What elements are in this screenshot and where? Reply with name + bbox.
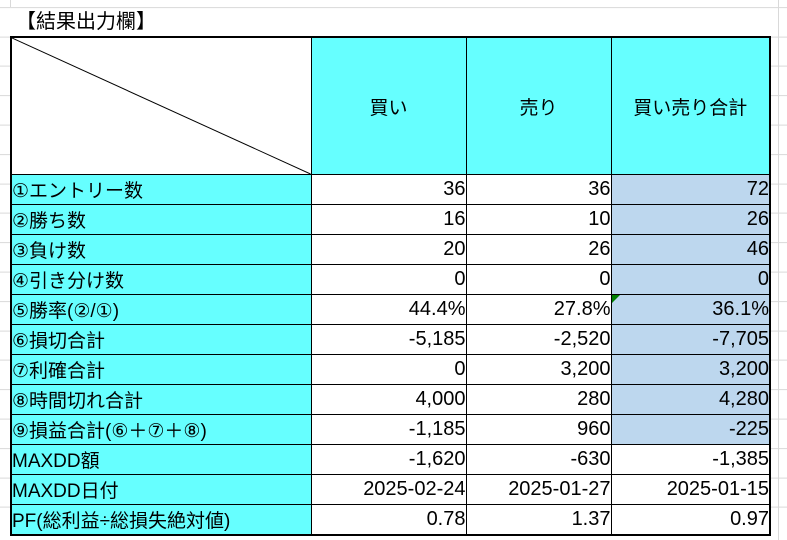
sell-value[interactable]: 960 <box>465 414 612 445</box>
row-maxdd-amount: MAXDD額 -1,620 -630 -1,385 <box>10 444 771 475</box>
diagonal-line <box>12 38 311 174</box>
buy-value[interactable]: 4,000 <box>310 384 467 415</box>
row-entry-count: ①エントリー数 36 36 72 <box>10 174 771 205</box>
buy-value[interactable]: -5,185 <box>310 324 467 355</box>
column-header-total[interactable]: 買い売り合計 <box>610 36 771 175</box>
corner-cell[interactable] <box>10 36 312 175</box>
buy-value[interactable]: 0.78 <box>310 504 467 536</box>
buy-value[interactable]: -1,185 <box>310 414 467 445</box>
row-label[interactable]: ⑤勝率(②/①) <box>10 294 312 325</box>
column-header-buy[interactable]: 買い <box>310 36 467 175</box>
sell-value[interactable]: -2,520 <box>465 324 612 355</box>
total-value[interactable]: 2025-01-15 <box>610 474 771 505</box>
row-profit-factor: PF(総利益÷総損失絶対値) 0.78 1.37 0.97 <box>10 504 771 536</box>
total-value[interactable]: 0.97 <box>610 504 771 536</box>
buy-value[interactable]: 16 <box>310 204 467 235</box>
sell-value[interactable]: 26 <box>465 234 612 265</box>
row-maxdd-date: MAXDD日付 2025-02-24 2025-01-27 2025-01-15 <box>10 474 771 505</box>
gridline-vertical-left <box>10 0 11 7</box>
row-label[interactable]: MAXDD日付 <box>10 474 312 505</box>
buy-value[interactable]: 44.4% <box>310 294 467 325</box>
sell-value[interactable]: 280 <box>465 384 612 415</box>
row-label[interactable]: ①エントリー数 <box>10 174 312 205</box>
buy-value[interactable]: 0 <box>310 264 467 295</box>
row-label[interactable]: MAXDD額 <box>10 444 312 475</box>
sell-value[interactable]: -630 <box>465 444 612 475</box>
buy-value[interactable]: -1,620 <box>310 444 467 475</box>
total-value[interactable]: 26 <box>610 204 771 235</box>
total-value[interactable]: 72 <box>610 174 771 205</box>
row-win-count: ②勝ち数 16 10 26 <box>10 204 771 235</box>
total-value-text: 36.1% <box>712 298 769 320</box>
header-row: 買い 売り 買い売り合計 <box>10 36 771 175</box>
row-label[interactable]: ⑦利確合計 <box>10 354 312 385</box>
sell-value[interactable]: 3,200 <box>465 354 612 385</box>
gridline-vertical-right <box>778 0 779 540</box>
sell-value[interactable]: 2025-01-27 <box>465 474 612 505</box>
row-stoploss-total: ⑥損切合計 -5,185 -2,520 -7,705 <box>10 324 771 355</box>
total-value[interactable]: 0 <box>610 264 771 295</box>
row-label[interactable]: ⑥損切合計 <box>10 324 312 355</box>
sell-value[interactable]: 10 <box>465 204 612 235</box>
total-value[interactable]: 3,200 <box>610 354 771 385</box>
sell-value[interactable]: 0 <box>465 264 612 295</box>
buy-value[interactable]: 2025-02-24 <box>310 474 467 505</box>
sell-value[interactable]: 36 <box>465 174 612 205</box>
row-label[interactable]: PF(総利益÷総損失絶対値) <box>10 504 312 536</box>
row-takeprofit-total: ⑦利確合計 0 3,200 3,200 <box>10 354 771 385</box>
total-value[interactable]: 36.1% <box>610 294 771 325</box>
buy-value[interactable]: 0 <box>310 354 467 385</box>
total-value[interactable]: -7,705 <box>610 324 771 355</box>
total-value[interactable]: -1,385 <box>610 444 771 475</box>
sell-value[interactable]: 1.37 <box>465 504 612 536</box>
total-value[interactable]: -225 <box>610 414 771 445</box>
sheet-title[interactable]: 【結果出力欄】 <box>16 9 156 35</box>
results-table: 買い 売り 買い売り合計 ①エントリー数 36 36 72 ②勝ち数 16 10… <box>10 36 771 536</box>
row-label[interactable]: ④引き分け数 <box>10 264 312 295</box>
row-label[interactable]: ②勝ち数 <box>10 204 312 235</box>
buy-value[interactable]: 20 <box>310 234 467 265</box>
row-label[interactable]: ③負け数 <box>10 234 312 265</box>
total-value[interactable]: 4,280 <box>610 384 771 415</box>
row-pnl-total: ⑨損益合計(⑥＋⑦＋⑧) -1,185 960 -225 <box>10 414 771 445</box>
row-label[interactable]: ⑧時間切れ合計 <box>10 384 312 415</box>
row-draw-count: ④引き分け数 0 0 0 <box>10 264 771 295</box>
row-loss-count: ③負け数 20 26 46 <box>10 234 771 265</box>
total-value[interactable]: 46 <box>610 234 771 265</box>
row-label[interactable]: ⑨損益合計(⑥＋⑦＋⑧) <box>10 414 312 445</box>
error-indicator-triangle <box>612 295 620 303</box>
sell-value[interactable]: 27.8% <box>465 294 612 325</box>
buy-value[interactable]: 36 <box>310 174 467 205</box>
row-timeout-total: ⑧時間切れ合計 4,000 280 4,280 <box>10 384 771 415</box>
row-win-rate: ⑤勝率(②/①) 44.4% 27.8% 36.1% <box>10 294 771 325</box>
column-header-sell[interactable]: 売り <box>465 36 612 175</box>
